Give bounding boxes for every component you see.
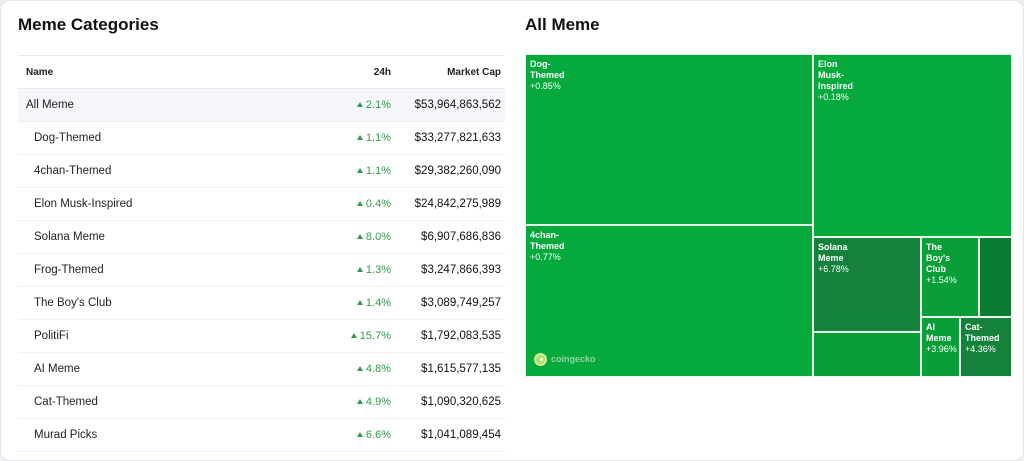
table-row[interactable]: Dog-Themed 1.1% $33,277,821,633: [18, 122, 505, 155]
triangle-up-icon: [356, 168, 363, 173]
table-row[interactable]: Frog-Themed 1.3% $3,247,866,393: [18, 254, 505, 287]
tile-change: +4.36%: [965, 344, 996, 354]
triangle-up-icon: [356, 201, 363, 206]
triangle-up-icon: [356, 366, 363, 371]
row-name[interactable]: Frog-Themed: [34, 264, 104, 276]
tile-ai-meme[interactable]: AI Meme +3.96%: [921, 317, 960, 377]
row-name[interactable]: Dog-Themed: [34, 132, 102, 144]
tile-change: +0.18%: [818, 92, 849, 102]
row-change: 2.1%: [315, 99, 395, 111]
tile-cat-themed[interactable]: Cat- Themed +4.36%: [960, 317, 1012, 377]
tile-solana-meme[interactable]: Solana Meme +6.78%: [813, 237, 921, 332]
tile-dog-themed[interactable]: Dog- Themed +0.85%: [525, 54, 813, 225]
row-change: 1.1%: [315, 165, 395, 177]
tile-name: AI Meme: [926, 322, 952, 343]
header-market-cap[interactable]: Market Cap: [447, 66, 501, 78]
tile-name: 4chan- Themed: [530, 230, 565, 251]
coingecko-logo-icon: [534, 353, 547, 366]
row-change: 4.8%: [315, 363, 395, 375]
triangle-up-icon: [356, 300, 363, 305]
table-row[interactable]: All Meme 2.1% $53,964,863,562: [18, 89, 505, 122]
table-row[interactable]: Cat-Themed 4.9% $1,090,320,625: [18, 386, 505, 419]
tile-name: Dog- Themed: [530, 59, 565, 80]
row-change: 15.7%: [315, 330, 395, 342]
tile-4chan-themed[interactable]: 4chan- Themed +0.77% coingecko: [525, 225, 813, 377]
row-change: 6.6%: [315, 429, 395, 441]
tile-change: +0.85%: [530, 81, 561, 91]
coingecko-watermark: coingecko: [534, 353, 596, 366]
row-name[interactable]: 4chan-Themed: [34, 165, 112, 177]
row-market-cap: $3,089,749,257: [421, 297, 501, 309]
triangle-up-icon: [356, 432, 363, 437]
tile-change: +6.78%: [818, 264, 849, 274]
row-market-cap: $1,615,577,135: [421, 363, 501, 375]
row-name[interactable]: Cat-Themed: [34, 396, 98, 408]
row-change: 0.4%: [315, 198, 395, 210]
row-name[interactable]: The Boy's Club: [34, 297, 112, 309]
tile-change: +1.54%: [926, 275, 957, 285]
row-market-cap: $1,041,089,454: [421, 429, 501, 441]
row-market-cap: $24,842,275,989: [414, 198, 501, 210]
tile-elon-musk-inspired[interactable]: Elon Musk- Inspired +0.18%: [813, 54, 1012, 237]
row-change: 1.3%: [315, 264, 395, 276]
table-row[interactable]: The Boy's Club 1.4% $3,089,749,257: [18, 287, 505, 320]
row-change: 1.1%: [315, 132, 395, 144]
treemap-title: All Meme: [525, 15, 600, 34]
tile-name: Solana Meme: [818, 242, 848, 263]
table-row[interactable]: Elon Musk-Inspired 0.4% $24,842,275,989: [18, 188, 505, 221]
tile-change: +3.96%: [926, 344, 957, 354]
row-market-cap: $1,792,083,535: [421, 330, 501, 342]
header-24h[interactable]: 24h: [373, 66, 391, 78]
row-market-cap: $1,090,320,625: [421, 396, 501, 408]
table-row[interactable]: Murad Picks 6.6% $1,041,089,454: [18, 419, 505, 452]
header-name[interactable]: Name: [26, 66, 54, 78]
row-market-cap: $3,247,866,393: [421, 264, 501, 276]
row-market-cap: $29,382,260,090: [414, 165, 501, 177]
row-market-cap: $33,277,821,633: [414, 132, 501, 144]
triangle-up-icon: [356, 267, 363, 272]
categories-table: Name 24h Market Cap All Meme 2.1% $53,96…: [18, 55, 505, 452]
tile-change: +0.77%: [530, 252, 561, 262]
row-change: 1.4%: [315, 297, 395, 309]
tile-name: The Boy's Club: [926, 242, 951, 274]
table-row[interactable]: AI Meme 4.8% $1,615,577,135: [18, 353, 505, 386]
tile-name: Elon Musk- Inspired: [818, 59, 854, 91]
tile-politifi[interactable]: [979, 237, 1012, 317]
triangle-up-icon: [356, 102, 363, 107]
row-name[interactable]: AI Meme: [34, 363, 81, 375]
triangle-up-icon: [350, 333, 357, 338]
triangle-up-icon: [356, 135, 363, 140]
row-change: 4.9%: [315, 396, 395, 408]
tile-the-boys-club[interactable]: The Boy's Club +1.54%: [921, 237, 979, 317]
row-name[interactable]: PolitiFi: [34, 330, 69, 342]
row-name[interactable]: All Meme: [26, 99, 74, 111]
row-change: 8.0%: [315, 231, 395, 243]
triangle-up-icon: [356, 234, 363, 239]
treemap: Dog- Themed +0.85% Elon Musk- Inspired +…: [525, 54, 1012, 377]
table-row[interactable]: 4chan-Themed 1.1% $29,382,260,090: [18, 155, 505, 188]
row-name[interactable]: Murad Picks: [34, 429, 98, 441]
row-market-cap: $53,964,863,562: [414, 99, 501, 111]
table-header: Name 24h Market Cap: [18, 55, 505, 89]
row-name[interactable]: Solana Meme: [34, 231, 105, 243]
row-market-cap: $6,907,686,836: [421, 231, 501, 243]
table-title: Meme Categories: [18, 15, 159, 34]
table-row[interactable]: PolitiFi 15.7% $1,792,083,535: [18, 320, 505, 353]
triangle-up-icon: [356, 399, 363, 404]
tile-name: Cat- Themed: [965, 322, 1000, 343]
row-name[interactable]: Elon Musk-Inspired: [34, 198, 133, 210]
tile-frog-themed[interactable]: [813, 332, 921, 377]
table-row[interactable]: Solana Meme 8.0% $6,907,686,836: [18, 221, 505, 254]
